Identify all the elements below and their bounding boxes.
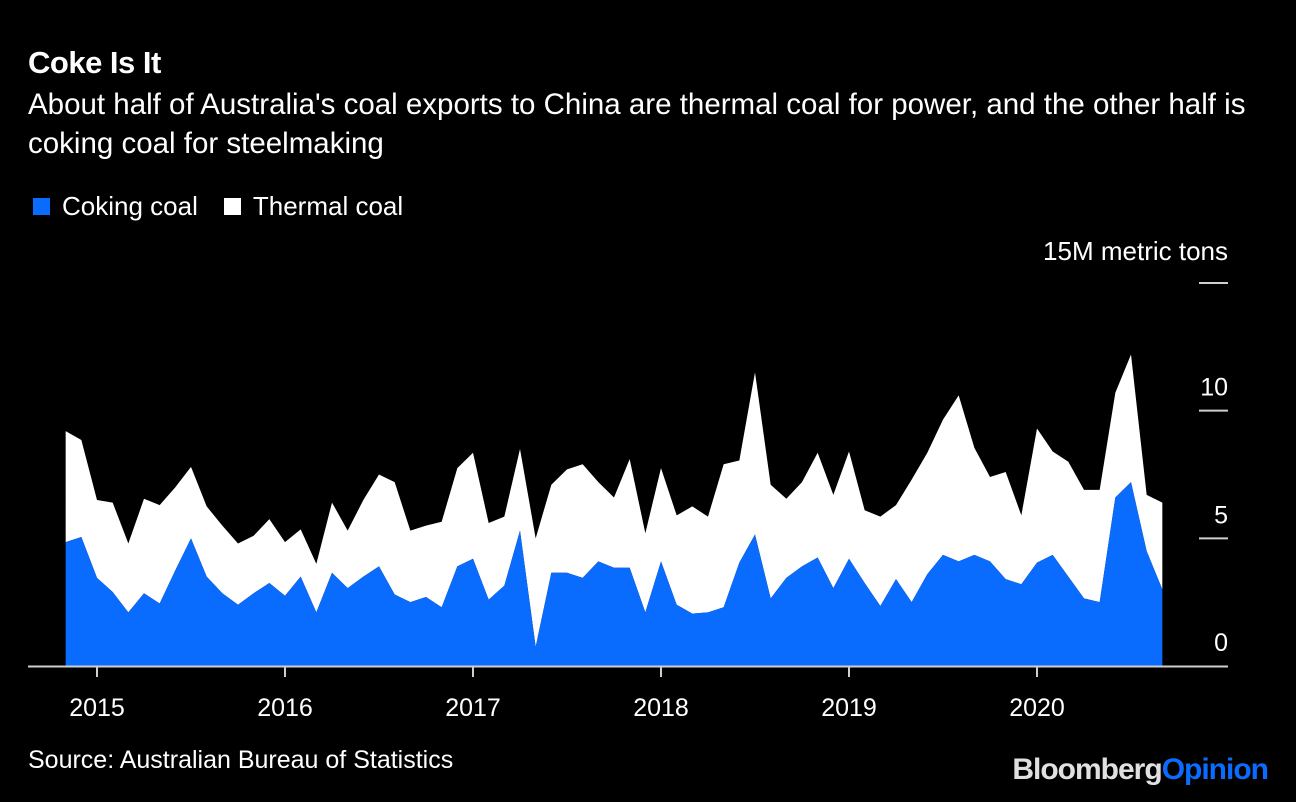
legend-item-thermal: Thermal coal (223, 190, 404, 222)
legend-swatch-coking (33, 197, 50, 215)
source-note: Source: Australian Bureau of Statistics (28, 746, 454, 774)
x-tick-label-2015: 2015 (69, 694, 125, 722)
legend: Coking coal Thermal coal (33, 190, 429, 222)
x-tick-label-2017: 2017 (445, 694, 501, 722)
x-tick-label-2020: 2020 (1009, 694, 1065, 722)
legend-swatch-thermal (223, 197, 241, 215)
x-tick-label-2016: 2016 (257, 694, 313, 722)
y-axis-unit-label: 15M metric tons (1043, 236, 1228, 266)
y-tick-label-0: 0 (1214, 629, 1228, 657)
x-axis: 2015 2016 2017 2018 2019 2020 (28, 665, 1228, 722)
logo-bloomberg: Bloomberg (1012, 753, 1162, 786)
x-tick-label-2018: 2018 (633, 694, 689, 722)
chart-subtitle: About half of Australia's coal exports t… (28, 88, 1246, 160)
area-thermal-coal (65, 354, 1163, 647)
legend-item-coking: Coking coal (33, 190, 198, 222)
area-layer (65, 354, 1163, 666)
y-tick-label-5: 5 (1214, 501, 1228, 529)
legend-label-coking: Coking coal (62, 191, 198, 221)
y-tick-label-10: 10 (1200, 374, 1228, 402)
x-tick-label-2019: 2019 (821, 694, 877, 722)
legend-label-thermal: Thermal coal (252, 191, 404, 221)
bloomberg-opinion-logo: BloombergOpinion (1012, 753, 1269, 787)
logo-opinion: Opinion (1161, 753, 1269, 786)
area-coking-coal (65, 482, 1163, 666)
chart-title: Coke Is It (28, 45, 161, 80)
y-axis: 5 10 0 (1199, 282, 1228, 657)
